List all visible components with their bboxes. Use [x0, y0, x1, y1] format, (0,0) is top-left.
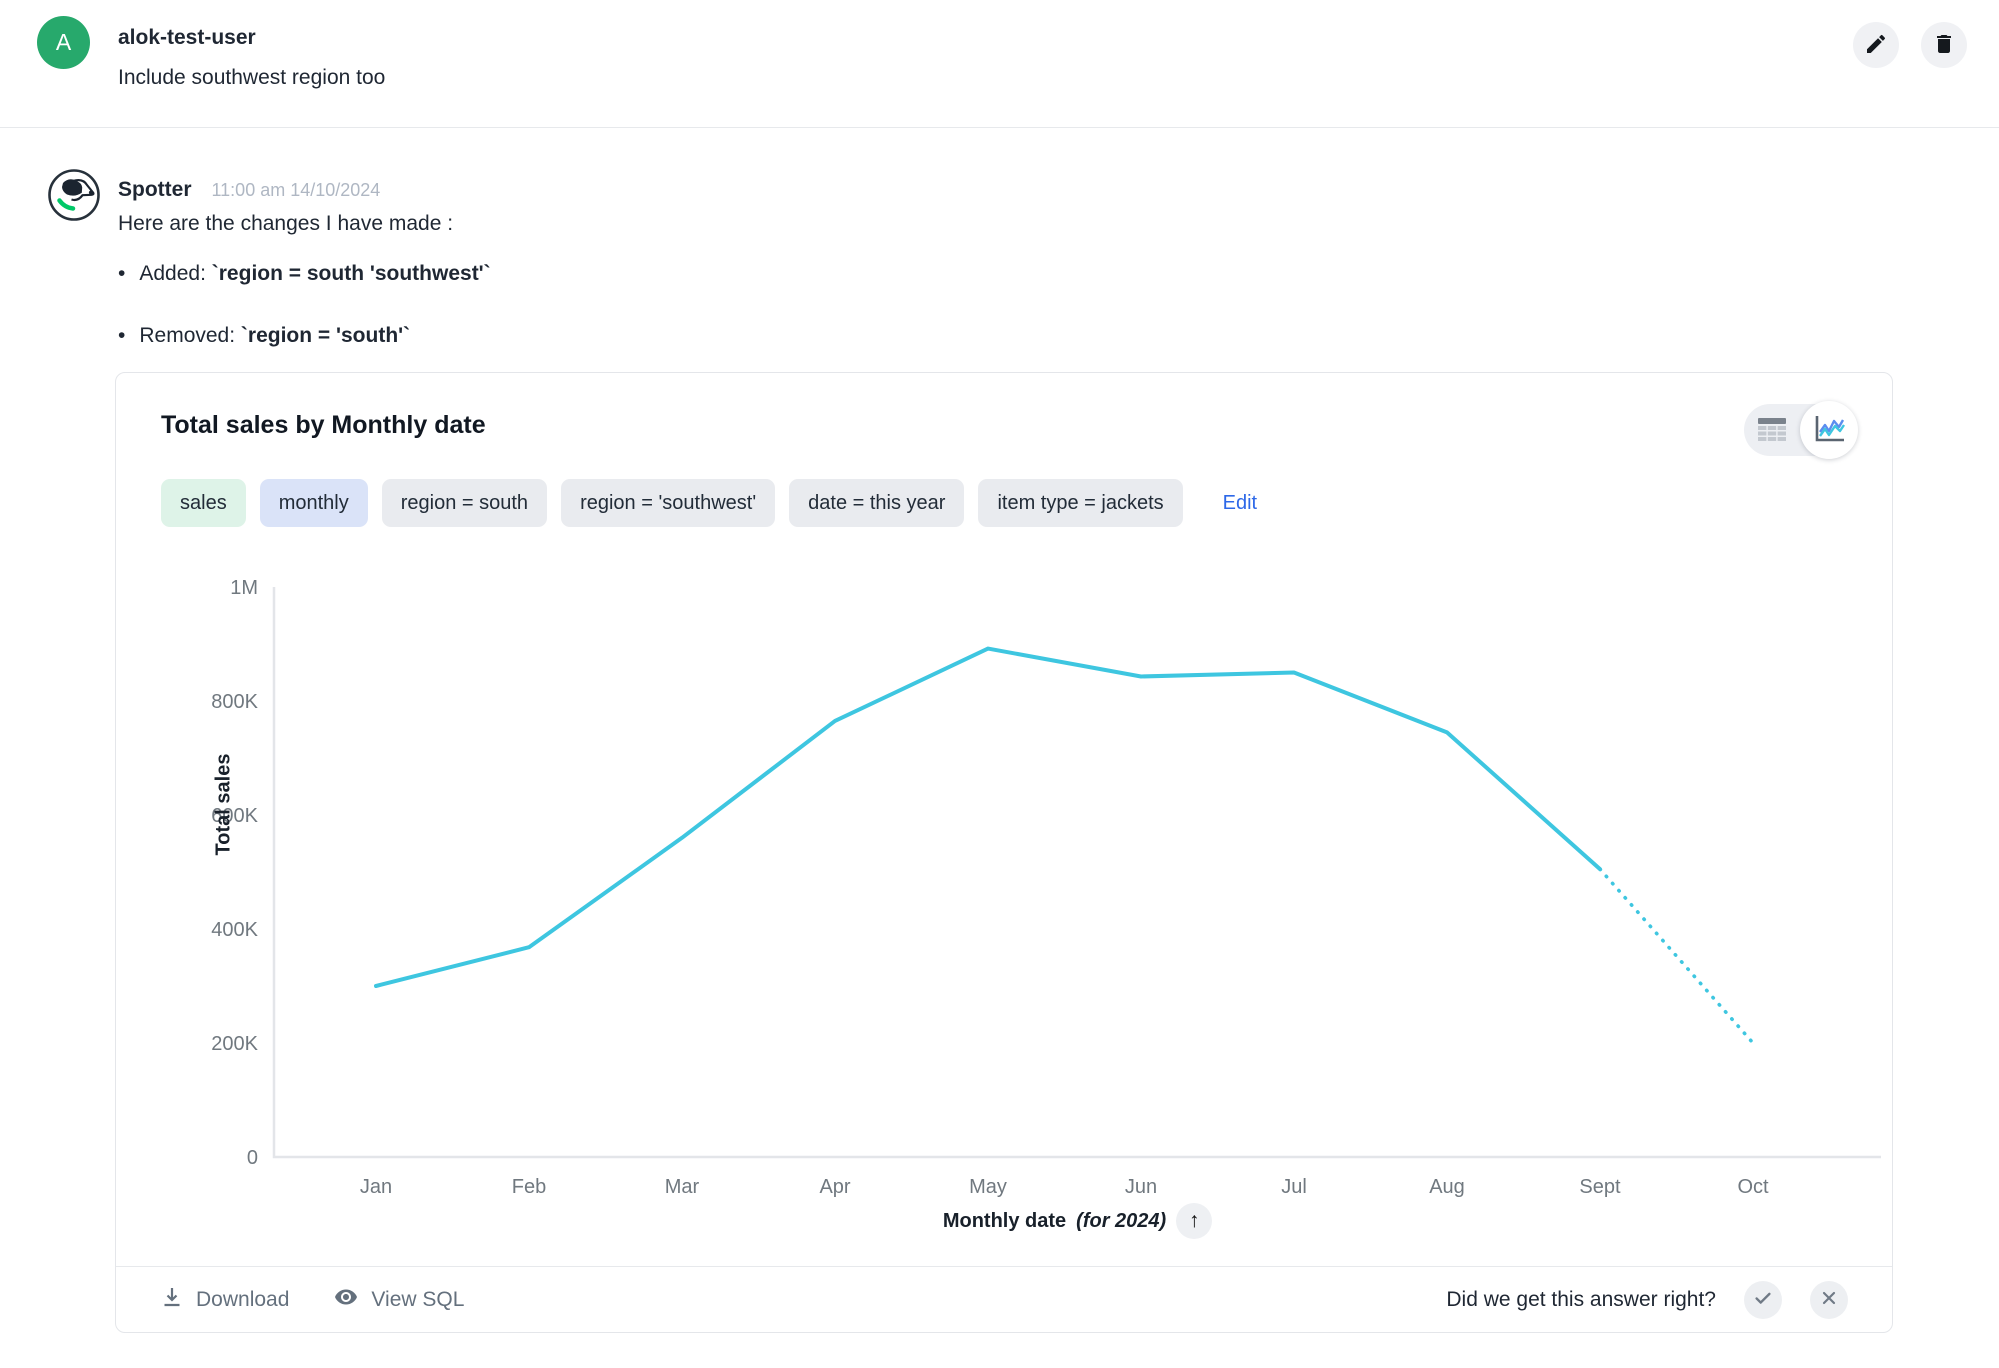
bullet-code: `region = 'south'`	[240, 324, 411, 347]
x-tick-label: Jun	[1125, 1176, 1157, 1198]
chart-view-button[interactable]	[1800, 401, 1858, 459]
view-toggle	[1744, 401, 1858, 459]
x-tick-label: Sept	[1579, 1176, 1621, 1198]
y-tick-label: 200K	[211, 1033, 258, 1055]
chart-icon	[1812, 414, 1846, 447]
spotter-logo-icon	[47, 168, 101, 222]
y-tick-label: 800K	[211, 691, 258, 713]
download-label: Download	[196, 1287, 290, 1311]
x-tick-label: Jan	[360, 1176, 392, 1198]
view-sql-button[interactable]: View SQL	[333, 1285, 464, 1315]
user-avatar: A	[37, 16, 90, 69]
assistant-timestamp: 11:00 am 14/10/2024	[211, 180, 381, 200]
message-actions	[1853, 22, 1967, 68]
x-axis-title: Monthly date (for 2024) ↑	[274, 1203, 1881, 1239]
bullet-text: Added: `region = south 'southwest'`	[139, 262, 491, 285]
bullet-text: Removed: `region = 'south'`	[139, 324, 411, 347]
change-bullet: • Removed: `region = 'south'`	[118, 324, 491, 348]
x-tick-label: Mar	[665, 1176, 700, 1198]
bullet-icon: •	[118, 324, 126, 347]
sales-line-solid	[374, 646, 1602, 988]
arrow-up-icon: ↑	[1188, 1209, 1200, 1232]
pencil-icon	[1864, 32, 1888, 59]
download-icon	[160, 1285, 184, 1315]
user-name: alok-test-user	[118, 26, 256, 49]
y-tick-label: 0	[247, 1147, 258, 1169]
chart-axes	[272, 587, 1881, 1159]
assistant-name: Spotter	[118, 178, 192, 201]
sort-ascending-button[interactable]: ↑	[1176, 1203, 1213, 1239]
answer-correct-button[interactable]	[1744, 1280, 1782, 1319]
token-chip[interactable]: region = south	[381, 479, 548, 527]
edit-message-button[interactable]	[1853, 22, 1899, 68]
view-sql-label: View SQL	[371, 1287, 465, 1311]
x-axis-title-suffix: (for 2024)	[1076, 1209, 1167, 1232]
bullet-icon: •	[118, 262, 126, 285]
bullet-code: `region = south 'southwest'`	[211, 262, 491, 285]
y-tick-label: 1M	[230, 577, 258, 599]
x-tick-label: Oct	[1737, 1176, 1769, 1198]
token-chip[interactable]: date = this year	[789, 479, 965, 527]
x-tick-label: Apr	[819, 1176, 850, 1198]
edit-tokens-button[interactable]: Edit	[1222, 491, 1258, 514]
token-chip[interactable]: monthly	[259, 479, 368, 527]
chart-title: Total sales by Monthly date	[161, 411, 486, 439]
x-axis-title-text: Monthly date	[942, 1209, 1067, 1232]
feedback-question: Did we get this answer right?	[1446, 1287, 1716, 1311]
line-chart: 0 200K 400K 600K 800K 1M Jan Feb Mar Apr May Jun Jul…	[211, 577, 1881, 1198]
change-list: • Added: `region = south 'southwest'` • Rem…	[118, 262, 491, 386]
x-tick-label: Feb	[512, 1176, 546, 1198]
check-icon	[1752, 1287, 1774, 1312]
trash-icon	[1932, 32, 1956, 59]
y-axis-title: Total sales	[212, 753, 235, 856]
x-tick-label: May	[969, 1176, 1007, 1198]
y-tick-label: 400K	[211, 919, 258, 941]
close-icon	[1819, 1288, 1839, 1311]
y-tick-label: 600K	[211, 805, 258, 827]
card-footer: Download View SQL Did we get this answer…	[116, 1266, 1892, 1332]
user-message-text: Include southwest region too	[118, 66, 386, 89]
assistant-intro-text: Here are the changes I have made :	[118, 212, 454, 235]
token-chip[interactable]: region = 'southwest'	[561, 479, 776, 527]
token-chip[interactable]: sales	[161, 479, 246, 527]
message-divider	[0, 127, 1999, 128]
x-tick-label: Aug	[1429, 1176, 1465, 1198]
answer-incorrect-button[interactable]	[1810, 1280, 1848, 1319]
eye-icon	[333, 1285, 359, 1315]
change-bullet: • Added: `region = south 'southwest'`	[118, 262, 491, 286]
table-view-button[interactable]	[1744, 404, 1800, 456]
table-icon	[1756, 415, 1788, 446]
delete-message-button[interactable]	[1921, 22, 1967, 68]
answer-card: Total sales by Monthly date	[115, 372, 1893, 1333]
token-chip[interactable]: item type = jackets	[978, 479, 1183, 527]
download-button[interactable]: Download	[160, 1285, 289, 1315]
token-chips-row: sales monthly region = south region = 'sout…	[161, 479, 1257, 527]
x-tick-label: Jul	[1281, 1176, 1307, 1198]
sales-line-projected-dotted	[1598, 867, 1755, 1045]
